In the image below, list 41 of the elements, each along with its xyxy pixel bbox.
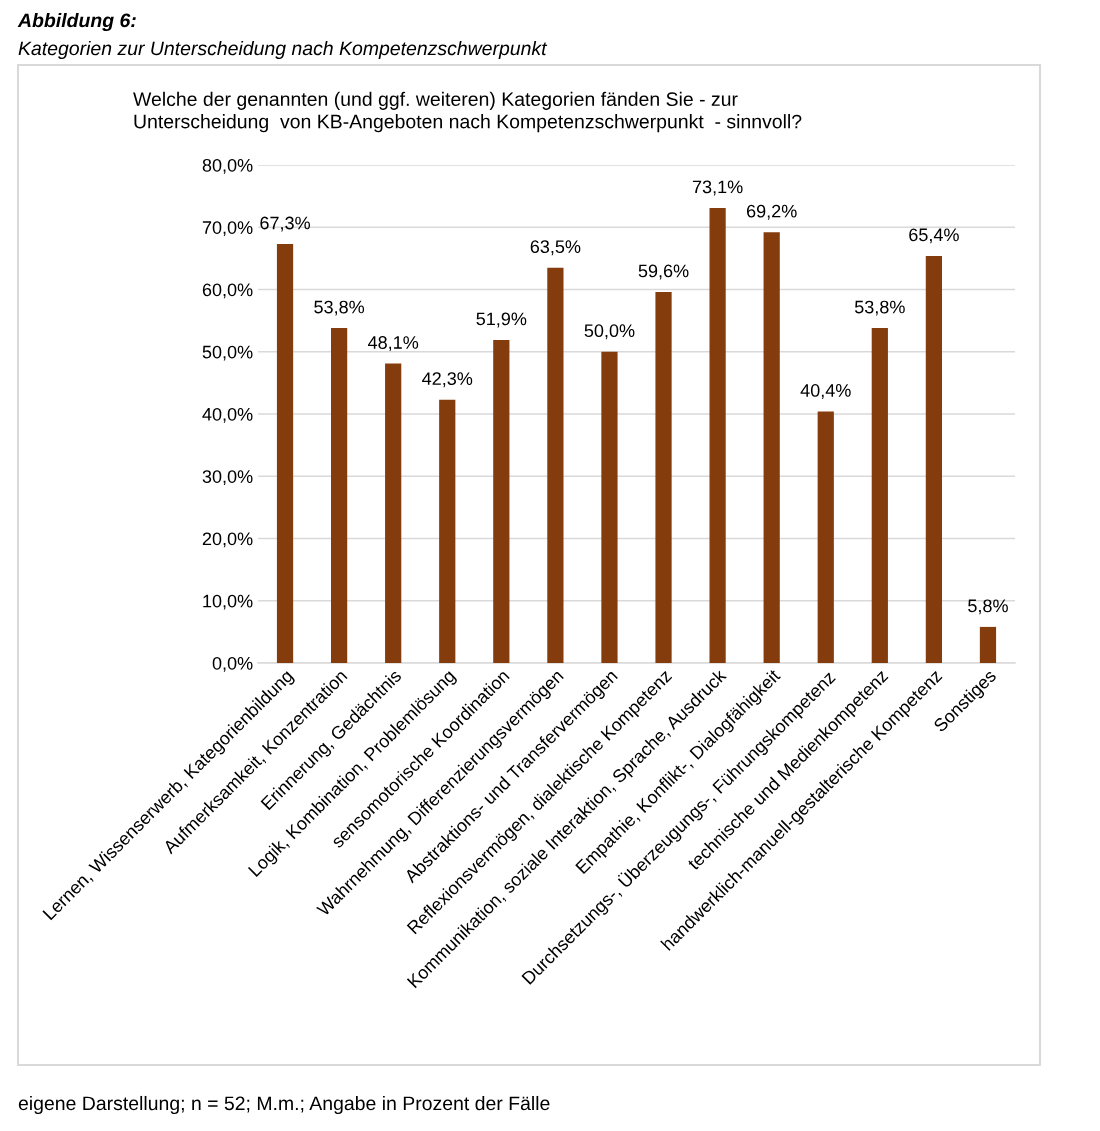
bar bbox=[709, 207, 726, 663]
y-tick-label: 0,0% bbox=[212, 656, 253, 672]
data-label: 50,0% bbox=[584, 324, 635, 340]
data-label: 59,6% bbox=[638, 264, 689, 280]
data-label: 63,5% bbox=[530, 240, 581, 256]
chart-subtitle: Kategorien zur Unterscheidung nach Kompetenzschwerpunkt bbox=[18, 40, 548, 60]
text: Abbildung 6: bbox=[17, 12, 136, 32]
data-label: 65,4% bbox=[909, 228, 959, 244]
data-label: 51,9% bbox=[476, 312, 527, 328]
y-tick-label: 20,0% bbox=[202, 532, 253, 548]
y-tick-label: 30,0% bbox=[202, 470, 253, 486]
bar bbox=[979, 626, 997, 663]
bar bbox=[439, 399, 456, 663]
data-label: 48,1% bbox=[368, 336, 419, 352]
y-tick-label: 60,0% bbox=[202, 283, 253, 299]
data-label: 53,8% bbox=[314, 300, 365, 316]
bar bbox=[493, 339, 510, 663]
data-label: 53,8% bbox=[854, 300, 905, 316]
bar bbox=[871, 328, 888, 663]
bar bbox=[655, 291, 672, 663]
y-tick-label: 70,0% bbox=[202, 221, 253, 237]
data-label: 5,8% bbox=[968, 599, 1008, 615]
bar bbox=[331, 328, 348, 663]
y-tick-label: 80,0% bbox=[202, 158, 253, 174]
data-label: 42,3% bbox=[422, 372, 473, 388]
bar bbox=[817, 411, 834, 663]
data-label: 40,4% bbox=[800, 384, 851, 399]
y-tick-label: 10,0% bbox=[203, 594, 253, 610]
text: eigene Darstellung; n = 52; M.m.; Angabe in Prozent der Fälle bbox=[18, 1095, 550, 1115]
y-tick-label: 50,0% bbox=[202, 345, 253, 361]
bar bbox=[601, 351, 618, 663]
data-label: 69,2% bbox=[747, 204, 797, 220]
y-tick-label: 40,0% bbox=[202, 407, 253, 423]
bar bbox=[547, 267, 564, 663]
bar bbox=[276, 244, 294, 663]
bar bbox=[925, 255, 942, 663]
bar bbox=[385, 363, 402, 663]
bar bbox=[763, 232, 780, 663]
data-label: 67,3% bbox=[260, 216, 310, 232]
data-label: 73,1% bbox=[692, 180, 743, 196]
text: Welche der genannten (und ggf. weiteren) Kategorien fänden Sie - zur Unterscheidung von KB-Angeboten nach Kompetenzschwerpunkt - sinnvoll? bbox=[133, 91, 802, 133]
